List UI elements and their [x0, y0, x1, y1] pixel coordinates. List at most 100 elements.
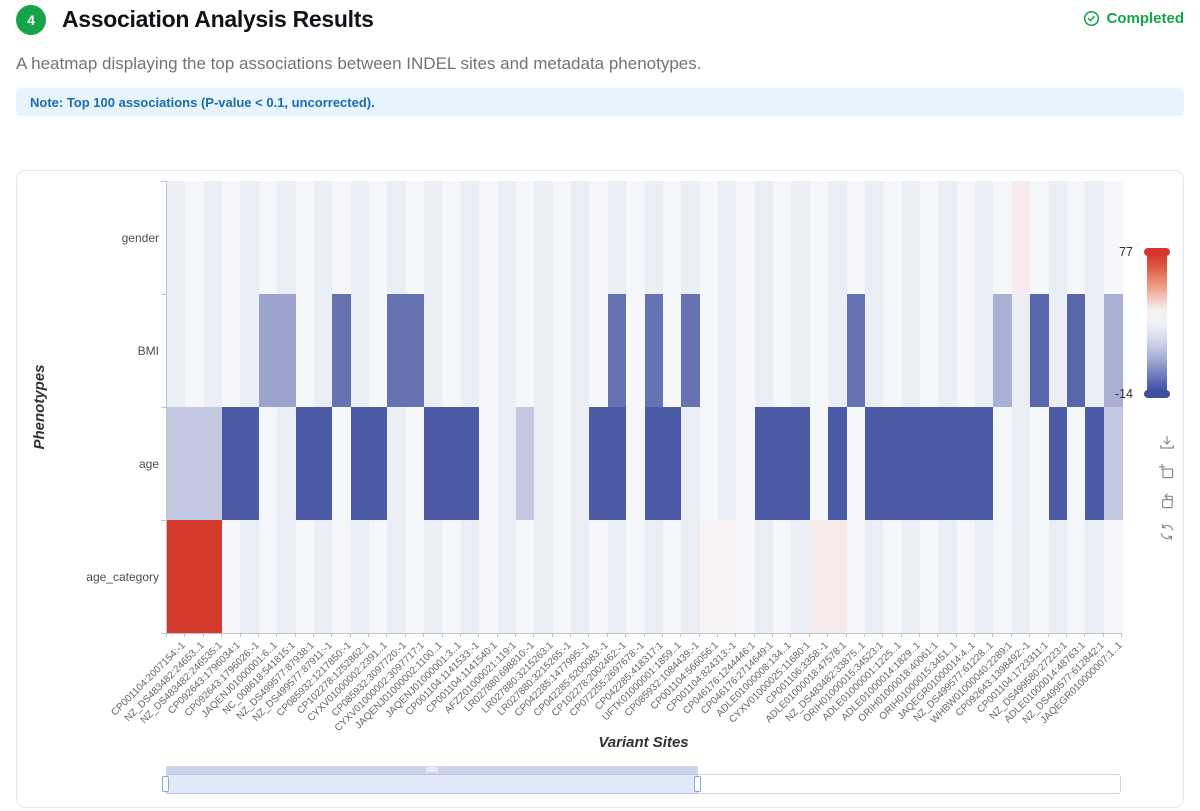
heatmap-cell[interactable]: [828, 294, 848, 407]
slider-center-grip[interactable]: [426, 767, 438, 772]
heatmap-cell[interactable]: [222, 520, 242, 633]
heatmap-cell[interactable]: [883, 294, 903, 407]
heatmap-cell[interactable]: [405, 407, 425, 520]
heatmap-cell[interactable]: [626, 407, 646, 520]
heatmap-cell[interactable]: [405, 181, 425, 294]
heatmap-cell[interactable]: [387, 520, 407, 633]
heatmap-cell[interactable]: [791, 520, 811, 633]
heatmap-cell[interactable]: [919, 520, 939, 633]
heatmap-cell[interactable]: [938, 407, 958, 520]
heatmap-cell[interactable]: [350, 181, 370, 294]
heatmap-cell[interactable]: [956, 520, 976, 633]
heatmap-cell[interactable]: [919, 181, 939, 294]
heatmap-cell[interactable]: [405, 294, 425, 407]
heatmap-cell[interactable]: [387, 294, 407, 407]
heatmap-cell[interactable]: [773, 181, 793, 294]
heatmap-cell[interactable]: [864, 181, 884, 294]
heatmap-cell[interactable]: [350, 520, 370, 633]
heatmap-cell[interactable]: [773, 294, 793, 407]
heatmap-cell[interactable]: [828, 407, 848, 520]
heatmap-cell[interactable]: [1066, 294, 1086, 407]
heatmap-cell[interactable]: [736, 294, 756, 407]
heatmap-cell[interactable]: [479, 520, 499, 633]
heatmap-cell[interactable]: [1030, 181, 1050, 294]
heatmap-cell[interactable]: [828, 181, 848, 294]
heatmap-cell[interactable]: [681, 520, 701, 633]
heatmap-cell[interactable]: [240, 294, 260, 407]
heatmap-cell[interactable]: [277, 520, 297, 633]
heatmap-cell[interactable]: [424, 181, 444, 294]
heatmap-cell[interactable]: [332, 181, 352, 294]
heatmap-cell[interactable]: [258, 181, 278, 294]
slider-selected-range[interactable]: [166, 774, 698, 794]
heatmap-cell[interactable]: [717, 520, 737, 633]
heatmap-cell[interactable]: [993, 520, 1013, 633]
heatmap-cell[interactable]: [956, 181, 976, 294]
heatmap-cell[interactable]: [203, 294, 223, 407]
heatmap-cell[interactable]: [295, 181, 315, 294]
heatmap-cell[interactable]: [203, 520, 223, 633]
heatmap-cell[interactable]: [773, 520, 793, 633]
heatmap-cell[interactable]: [919, 294, 939, 407]
heatmap-cell[interactable]: [662, 181, 682, 294]
heatmap-cell[interactable]: [993, 294, 1013, 407]
heatmap-cell[interactable]: [222, 294, 242, 407]
heatmap-cell[interactable]: [975, 520, 995, 633]
heatmap-cell[interactable]: [534, 520, 554, 633]
heatmap-cell[interactable]: [405, 520, 425, 633]
heatmap-cell[interactable]: [277, 181, 297, 294]
heatmap-cell[interactable]: [1103, 181, 1123, 294]
heatmap-cell[interactable]: [313, 294, 333, 407]
heatmap-cell[interactable]: [1085, 520, 1105, 633]
heatmap-cell[interactable]: [644, 520, 664, 633]
heatmap-cell[interactable]: [313, 407, 333, 520]
heatmap-cell[interactable]: [313, 520, 333, 633]
heatmap-cell[interactable]: [1030, 520, 1050, 633]
heatmap-cell[interactable]: [424, 520, 444, 633]
colorbar-upper-handle[interactable]: [1144, 248, 1170, 256]
heatmap-cell[interactable]: [350, 294, 370, 407]
heatmap-cell[interactable]: [534, 181, 554, 294]
heatmap-cell[interactable]: [956, 294, 976, 407]
heatmap-cell[interactable]: [295, 294, 315, 407]
heatmap-cell[interactable]: [717, 181, 737, 294]
heatmap-cell[interactable]: [295, 407, 315, 520]
heatmap-cell[interactable]: [167, 294, 186, 407]
heatmap-cell[interactable]: [589, 294, 609, 407]
heatmap-cell[interactable]: [883, 520, 903, 633]
heatmap-cell[interactable]: [332, 520, 352, 633]
heatmap-cell[interactable]: [846, 294, 866, 407]
heatmap-cell[interactable]: [515, 407, 535, 520]
heatmap-cell[interactable]: [846, 520, 866, 633]
heatmap-cell[interactable]: [442, 520, 462, 633]
heatmap-cell[interactable]: [1030, 294, 1050, 407]
heatmap-cell[interactable]: [1066, 407, 1086, 520]
heatmap-cell[interactable]: [901, 181, 921, 294]
heatmap-cell[interactable]: [754, 181, 774, 294]
heatmap-cell[interactable]: [571, 294, 590, 407]
heatmap-cell[interactable]: [460, 181, 480, 294]
heatmap-cell[interactable]: [589, 520, 609, 633]
heatmap-cell[interactable]: [699, 520, 719, 633]
heatmap-cell[interactable]: [515, 520, 535, 633]
heatmap-cell[interactable]: [534, 294, 554, 407]
heatmap-cell[interactable]: [681, 181, 701, 294]
heatmap-cell[interactable]: [644, 294, 664, 407]
heatmap-cell[interactable]: [313, 181, 333, 294]
heatmap-cell[interactable]: [552, 294, 572, 407]
heatmap-cell[interactable]: [1048, 407, 1068, 520]
save-image-icon[interactable]: [1158, 434, 1176, 452]
heatmap-cell[interactable]: [1011, 407, 1031, 520]
heatmap-cell[interactable]: [1103, 520, 1123, 633]
slider-right-handle[interactable]: [694, 776, 701, 792]
heatmap-cell[interactable]: [203, 181, 223, 294]
heatmap-cell[interactable]: [497, 407, 517, 520]
heatmap-cell[interactable]: [240, 520, 260, 633]
heatmap-cell[interactable]: [479, 181, 499, 294]
heatmap-cell[interactable]: [699, 294, 719, 407]
heatmap-cell[interactable]: [938, 294, 958, 407]
heatmap-cell[interactable]: [589, 407, 609, 520]
heatmap-cell[interactable]: [240, 181, 260, 294]
heatmap-cell[interactable]: [846, 407, 866, 520]
heatmap-cell[interactable]: [644, 181, 664, 294]
